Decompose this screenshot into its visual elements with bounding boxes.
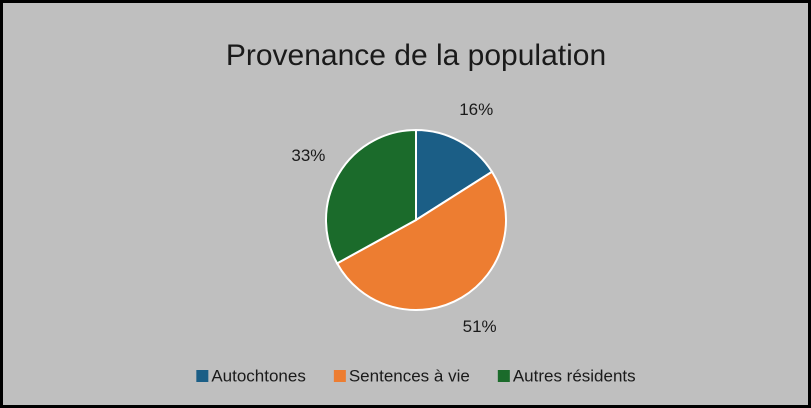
chart-title: Provenance de la population [226,39,606,72]
legend-label: Autochtones [211,366,306,385]
legend-marker [497,370,510,382]
legend-label: Sentences à vie [349,366,470,385]
legend-label: Autres résidents [513,366,636,385]
pie-slice [415,128,494,222]
data-label: 33% [291,146,325,165]
data-label: 16% [459,100,493,119]
data-label: 51% [463,317,497,336]
pie-slice [335,170,507,311]
pie-slice [325,128,417,265]
legend-marker [196,370,209,382]
legend-marker [333,370,346,382]
